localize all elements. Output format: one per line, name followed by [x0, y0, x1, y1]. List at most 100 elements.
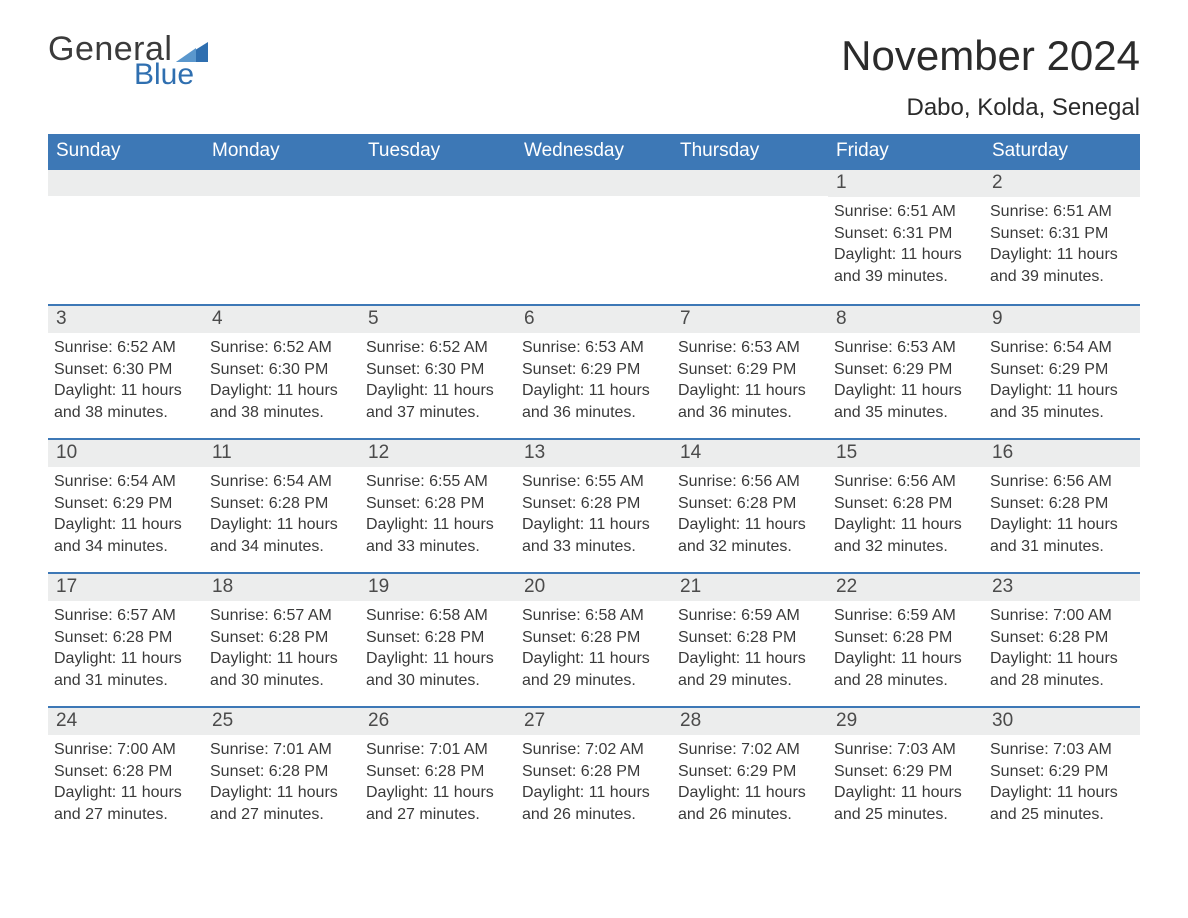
day-details: Sunrise: 6:53 AMSunset: 6:29 PMDaylight:… — [678, 333, 822, 423]
day-cell: 13Sunrise: 6:55 AMSunset: 6:28 PMDayligh… — [516, 440, 672, 572]
day-number — [360, 170, 516, 196]
day-cell: 6Sunrise: 6:53 AMSunset: 6:29 PMDaylight… — [516, 306, 672, 438]
calendar-grid: Sunday Monday Tuesday Wednesday Thursday… — [48, 134, 1140, 840]
day-number: 24 — [48, 708, 204, 735]
day-cell: 30Sunrise: 7:03 AMSunset: 6:29 PMDayligh… — [984, 708, 1140, 840]
day-number: 16 — [984, 440, 1140, 467]
day-cell — [360, 170, 516, 304]
day-number: 19 — [360, 574, 516, 601]
day-details: Sunrise: 6:59 AMSunset: 6:28 PMDaylight:… — [678, 601, 822, 691]
sunrise-line: Sunrise: 7:01 AM — [366, 739, 510, 761]
day-details: Sunrise: 6:57 AMSunset: 6:28 PMDaylight:… — [210, 601, 354, 691]
sunrise-line: Sunrise: 6:52 AM — [54, 337, 198, 359]
day-cell: 8Sunrise: 6:53 AMSunset: 6:29 PMDaylight… — [828, 306, 984, 438]
daylight-line: Daylight: 11 hours and 30 minutes. — [366, 648, 510, 691]
day-details: Sunrise: 6:57 AMSunset: 6:28 PMDaylight:… — [54, 601, 198, 691]
day-cell: 10Sunrise: 6:54 AMSunset: 6:29 PMDayligh… — [48, 440, 204, 572]
day-cell: 2Sunrise: 6:51 AMSunset: 6:31 PMDaylight… — [984, 170, 1140, 304]
day-cell: 7Sunrise: 6:53 AMSunset: 6:29 PMDaylight… — [672, 306, 828, 438]
day-cell: 1Sunrise: 6:51 AMSunset: 6:31 PMDaylight… — [828, 170, 984, 304]
sunset-line: Sunset: 6:31 PM — [990, 223, 1134, 245]
sunset-line: Sunset: 6:28 PM — [366, 627, 510, 649]
weekday-header: Thursday — [672, 134, 828, 170]
daylight-line: Daylight: 11 hours and 35 minutes. — [990, 380, 1134, 423]
daylight-line: Daylight: 11 hours and 32 minutes. — [678, 514, 822, 557]
day-number: 23 — [984, 574, 1140, 601]
daylight-line: Daylight: 11 hours and 34 minutes. — [54, 514, 198, 557]
day-details: Sunrise: 6:55 AMSunset: 6:28 PMDaylight:… — [366, 467, 510, 557]
sunrise-line: Sunrise: 6:58 AM — [522, 605, 666, 627]
day-number: 20 — [516, 574, 672, 601]
daylight-line: Daylight: 11 hours and 27 minutes. — [210, 782, 354, 825]
day-details: Sunrise: 6:54 AMSunset: 6:29 PMDaylight:… — [990, 333, 1134, 423]
day-cell — [516, 170, 672, 304]
weekday-header: Friday — [828, 134, 984, 170]
day-number: 8 — [828, 306, 984, 333]
daylight-line: Daylight: 11 hours and 27 minutes. — [366, 782, 510, 825]
daylight-line: Daylight: 11 hours and 35 minutes. — [834, 380, 978, 423]
sunrise-line: Sunrise: 6:52 AM — [366, 337, 510, 359]
week-row: 24Sunrise: 7:00 AMSunset: 6:28 PMDayligh… — [48, 706, 1140, 840]
daylight-line: Daylight: 11 hours and 28 minutes. — [990, 648, 1134, 691]
day-details: Sunrise: 6:53 AMSunset: 6:29 PMDaylight:… — [834, 333, 978, 423]
day-details: Sunrise: 7:02 AMSunset: 6:28 PMDaylight:… — [522, 735, 666, 825]
weekday-header: Tuesday — [360, 134, 516, 170]
sunrise-line: Sunrise: 7:03 AM — [834, 739, 978, 761]
daylight-line: Daylight: 11 hours and 34 minutes. — [210, 514, 354, 557]
day-details: Sunrise: 7:02 AMSunset: 6:29 PMDaylight:… — [678, 735, 822, 825]
sunset-line: Sunset: 6:28 PM — [366, 493, 510, 515]
day-number: 11 — [204, 440, 360, 467]
weekday-header: Wednesday — [516, 134, 672, 170]
daylight-line: Daylight: 11 hours and 30 minutes. — [210, 648, 354, 691]
sunrise-line: Sunrise: 6:53 AM — [834, 337, 978, 359]
weekday-header: Monday — [204, 134, 360, 170]
sunrise-line: Sunrise: 6:55 AM — [366, 471, 510, 493]
sunrise-line: Sunrise: 6:53 AM — [678, 337, 822, 359]
sunrise-line: Sunrise: 6:53 AM — [522, 337, 666, 359]
day-details: Sunrise: 6:52 AMSunset: 6:30 PMDaylight:… — [366, 333, 510, 423]
day-details: Sunrise: 6:52 AMSunset: 6:30 PMDaylight:… — [210, 333, 354, 423]
sunrise-line: Sunrise: 7:00 AM — [990, 605, 1134, 627]
day-details: Sunrise: 7:01 AMSunset: 6:28 PMDaylight:… — [210, 735, 354, 825]
daylight-line: Daylight: 11 hours and 26 minutes. — [522, 782, 666, 825]
day-cell: 12Sunrise: 6:55 AMSunset: 6:28 PMDayligh… — [360, 440, 516, 572]
day-number: 28 — [672, 708, 828, 735]
day-details: Sunrise: 7:00 AMSunset: 6:28 PMDaylight:… — [990, 601, 1134, 691]
sunset-line: Sunset: 6:28 PM — [210, 627, 354, 649]
daylight-line: Daylight: 11 hours and 36 minutes. — [522, 380, 666, 423]
daylight-line: Daylight: 11 hours and 28 minutes. — [834, 648, 978, 691]
day-number: 21 — [672, 574, 828, 601]
day-cell: 11Sunrise: 6:54 AMSunset: 6:28 PMDayligh… — [204, 440, 360, 572]
sunrise-line: Sunrise: 6:59 AM — [678, 605, 822, 627]
sunrise-line: Sunrise: 6:56 AM — [678, 471, 822, 493]
weekday-header-row: Sunday Monday Tuesday Wednesday Thursday… — [48, 134, 1140, 170]
week-row: 1Sunrise: 6:51 AMSunset: 6:31 PMDaylight… — [48, 170, 1140, 304]
sunrise-line: Sunrise: 6:56 AM — [990, 471, 1134, 493]
logo-text-bottom: Blue — [134, 60, 208, 90]
day-cell: 29Sunrise: 7:03 AMSunset: 6:29 PMDayligh… — [828, 708, 984, 840]
day-number: 12 — [360, 440, 516, 467]
sunset-line: Sunset: 6:29 PM — [834, 359, 978, 381]
sunrise-line: Sunrise: 6:56 AM — [834, 471, 978, 493]
day-details: Sunrise: 6:58 AMSunset: 6:28 PMDaylight:… — [522, 601, 666, 691]
day-cell — [48, 170, 204, 304]
day-cell: 27Sunrise: 7:02 AMSunset: 6:28 PMDayligh… — [516, 708, 672, 840]
day-cell: 16Sunrise: 6:56 AMSunset: 6:28 PMDayligh… — [984, 440, 1140, 572]
sunset-line: Sunset: 6:29 PM — [678, 359, 822, 381]
sunrise-line: Sunrise: 6:58 AM — [366, 605, 510, 627]
sunrise-line: Sunrise: 7:01 AM — [210, 739, 354, 761]
sunset-line: Sunset: 6:28 PM — [522, 493, 666, 515]
day-number: 14 — [672, 440, 828, 467]
day-number — [48, 170, 204, 196]
sunset-line: Sunset: 6:31 PM — [834, 223, 978, 245]
sunset-line: Sunset: 6:29 PM — [54, 493, 198, 515]
header: General Blue November 2024 Dabo, Kolda, … — [48, 32, 1140, 122]
daylight-line: Daylight: 11 hours and 31 minutes. — [54, 648, 198, 691]
day-number: 3 — [48, 306, 204, 333]
day-details: Sunrise: 7:03 AMSunset: 6:29 PMDaylight:… — [834, 735, 978, 825]
sunset-line: Sunset: 6:29 PM — [990, 359, 1134, 381]
sunset-line: Sunset: 6:28 PM — [366, 761, 510, 783]
sunset-line: Sunset: 6:28 PM — [522, 627, 666, 649]
day-cell: 14Sunrise: 6:56 AMSunset: 6:28 PMDayligh… — [672, 440, 828, 572]
calendar-page: General Blue November 2024 Dabo, Kolda, … — [0, 0, 1188, 880]
